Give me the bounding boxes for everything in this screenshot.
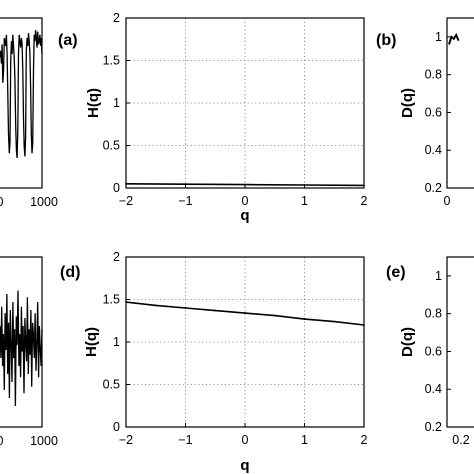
panel-d-ytick-label: 1 [113, 335, 120, 349]
panel-a-grid [126, 18, 364, 188]
panel-a-ylabel: H(q) [85, 88, 102, 118]
panel-e-ylabel: D(q) [399, 327, 416, 357]
series-top-xtick-zero: 0 [0, 195, 4, 209]
panel-d: −2 −1 0 1 2 0 0.5 1 1.5 2 q H(q) [83, 250, 368, 474]
panel-e: 0.2 0.4 0.6 0.8 1 0.2 D(q) [399, 256, 474, 447]
panel-a-ytick-label: 0 [113, 181, 120, 195]
panel-d-ticks: −2 −1 0 1 2 0 0.5 1 1.5 2 [103, 250, 368, 447]
series-top-frame [0, 17, 43, 189]
series-top-panel: 1000 0 [0, 17, 58, 209]
panel-e-ticks: 0.2 0.4 0.6 0.8 1 0.2 [425, 269, 470, 447]
panel-a-xtick-label: 0 [242, 194, 249, 208]
panel-d-xtick-label: 1 [301, 433, 308, 447]
panel-d-point [244, 312, 246, 314]
panel-a-point [184, 183, 187, 186]
panel-e-ytick-label: 0.4 [425, 382, 442, 396]
panel-e-ytick-label: 0.8 [425, 307, 442, 321]
series-top-line [0, 29, 43, 159]
panel-b-series-line [448, 32, 460, 45]
panel-a-xtick-label: −1 [178, 194, 192, 208]
panel-a-xtick-label: 2 [361, 194, 368, 208]
panel-d-xlabel: q [240, 457, 249, 474]
series-top-xtick: 1000 [30, 195, 58, 209]
panel-d-ytick-label: 0.5 [103, 378, 120, 392]
panel-b-line [448, 32, 460, 45]
panel-d-point [154, 304, 157, 307]
panel-a-xlabel: q [240, 207, 249, 224]
panel-e-label: (e) [386, 264, 406, 281]
panel-a-frame [125, 17, 365, 189]
panel-d-ytick-label: 2 [113, 250, 120, 264]
panel-a-xtick-label: 1 [301, 194, 308, 208]
panel-e-ytick-label: 0.6 [425, 344, 442, 358]
series-bottom-xtick: 1000 [30, 434, 58, 448]
series-bottom-trace [0, 290, 43, 407]
panel-b: 0.2 0.4 0.6 0.8 1 0 D(q) [399, 17, 474, 208]
panel-e-xtick-label: 0.2 [452, 433, 469, 447]
panel-d-ytick-label: 1.5 [103, 293, 120, 307]
panel-a-ticks: −2 −1 0 1 2 0 0.5 1 1.5 2 [103, 11, 368, 208]
panel-b-ticks: 0.2 0.4 0.6 0.8 1 0 [425, 30, 451, 208]
panel-e-ytick-label: 0.2 [425, 420, 442, 434]
series-bottom-panel: 1000 0 [0, 256, 58, 448]
panel-d-ytick-label: 0 [113, 420, 120, 434]
panel-a-xtick-label: −2 [119, 194, 133, 208]
panel-d-grid [126, 257, 364, 427]
panel-b-ytick-label: 0.6 [425, 105, 442, 119]
panel-d-xtick-label: 0 [242, 433, 249, 447]
panel-a-ytick-label: 1 [113, 96, 120, 110]
panel-d-point [273, 314, 276, 317]
panel-b-ytick-label: 0.8 [425, 68, 442, 82]
series-bottom-xtick-zero: 0 [0, 434, 4, 448]
panel-d-xtick-label: −1 [178, 433, 192, 447]
panel-b-xtick-label: 0 [444, 194, 451, 208]
panel-d-point [303, 318, 306, 320]
panel-a: −2 −1 0 1 2 0 0.5 1 1.5 2 q H(q) [85, 11, 368, 224]
panel-a-ytick-label: 1.5 [103, 54, 120, 68]
panel-b-ytick-label: 0.2 [425, 181, 442, 195]
panel-a-label: (a) [58, 32, 78, 49]
panel-e-ytick-label: 1 [435, 269, 442, 283]
panel-d-line [125, 301, 365, 326]
panel-a-ytick-label: 2 [113, 11, 120, 25]
panel-b-ylabel: D(q) [399, 88, 416, 118]
series-bottom-line [0, 290, 43, 407]
panel-d-ylabel: H(q) [83, 327, 100, 357]
panel-d-xtick-label: −2 [119, 433, 133, 447]
panel-d-point [214, 309, 217, 312]
panel-e-frame [446, 256, 474, 428]
panel-b-label: (b) [376, 32, 396, 49]
panel-a-point [244, 183, 246, 186]
panel-a-point [303, 184, 306, 186]
panel-d-xtick-label: 2 [361, 433, 368, 447]
panel-b-ytick-label: 0.4 [425, 143, 442, 157]
panel-d-point [184, 307, 187, 309]
series-top-trace [0, 29, 43, 159]
panel-d-label: (d) [60, 264, 80, 281]
panel-d-point [333, 320, 336, 323]
panel-a-ytick-label: 0.5 [103, 139, 120, 153]
panel-d-frame [125, 256, 365, 428]
panel-b-ytick-label: 1 [435, 30, 442, 44]
panel-b-frame [446, 17, 474, 189]
